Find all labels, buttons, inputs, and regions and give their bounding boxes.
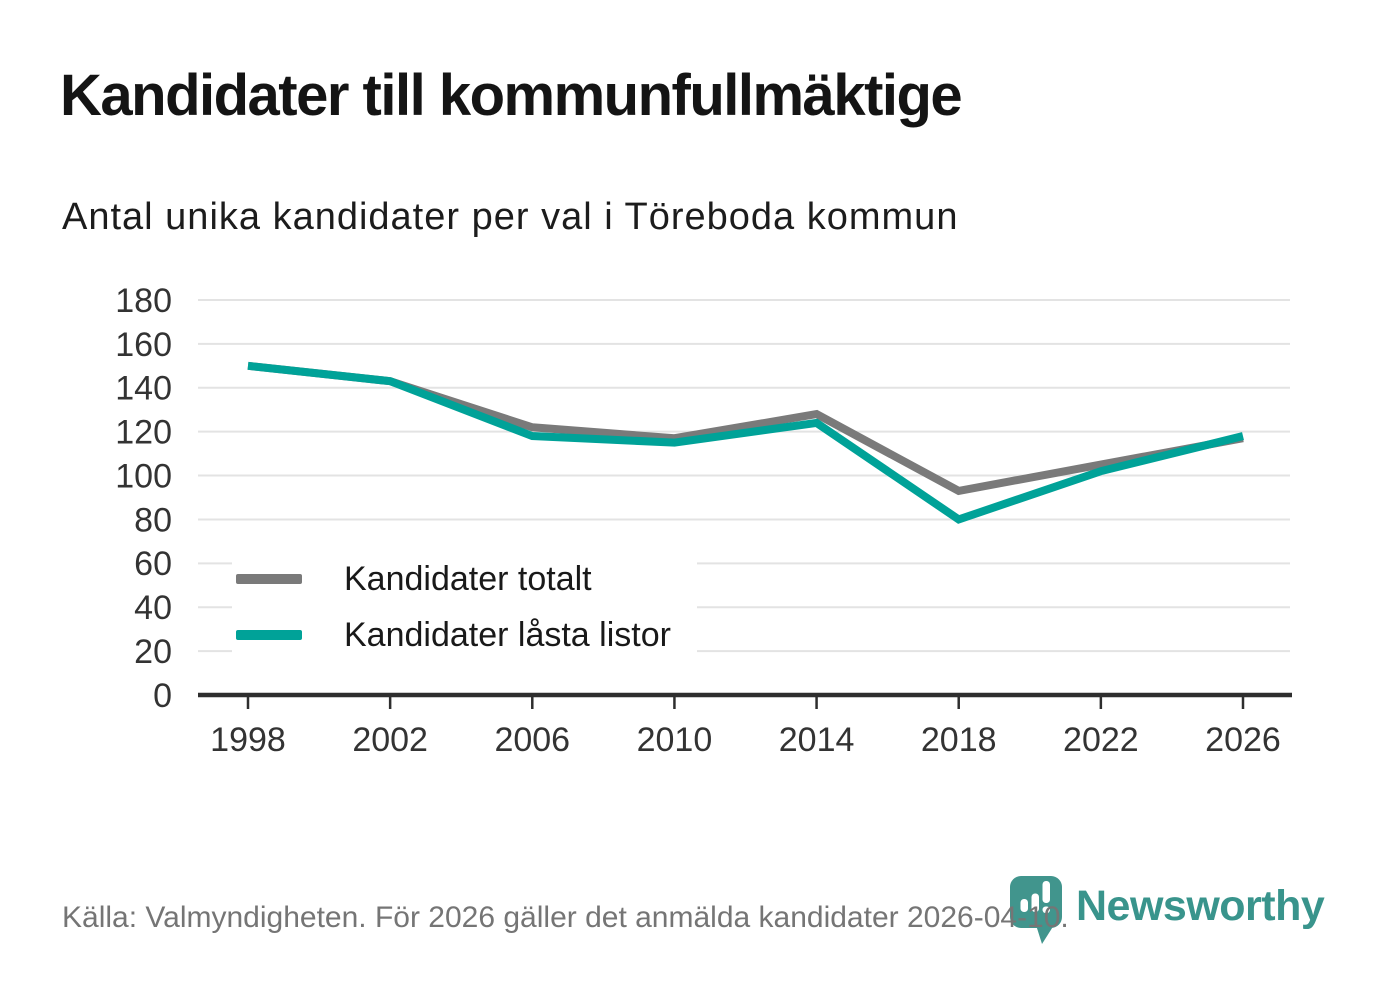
svg-text:120: 120 [115, 414, 172, 452]
newsworthy-logo-icon [1010, 876, 1062, 944]
svg-text:100: 100 [115, 457, 172, 495]
svg-text:20: 20 [134, 633, 172, 671]
legend-label-lasta-listor: Kandidater låsta listor [344, 615, 671, 654]
svg-text:2022: 2022 [1063, 721, 1139, 759]
newsworthy-wordmark: Newsworthy [1076, 882, 1325, 930]
newsworthy-logo: Newsworthy [1008, 874, 1325, 948]
series-line-1 [247, 361, 1244, 524]
svg-text:2002: 2002 [352, 721, 428, 759]
svg-text:140: 140 [115, 370, 172, 408]
page-title: Kandidater till kommunfullmäktige [60, 63, 963, 128]
svg-text:60: 60 [134, 545, 172, 583]
legend-swatch-totalt [236, 574, 302, 584]
y-axis-labels: 0 20 40 60 80 100 120 140 160 180 [115, 282, 172, 715]
svg-text:2026: 2026 [1205, 721, 1281, 759]
svg-text:160: 160 [115, 326, 172, 364]
legend-item-lasta-listor: Kandidater låsta listor [236, 609, 671, 661]
y-gridlines [198, 299, 1290, 653]
svg-text:180: 180 [115, 282, 172, 320]
legend-item-totalt: Kandidater totalt [236, 553, 671, 605]
series-lines [247, 361, 1244, 524]
legend-swatch-lasta-listor [236, 630, 302, 640]
svg-text:40: 40 [134, 589, 172, 627]
svg-text:0: 0 [153, 677, 172, 715]
chart-legend: Kandidater totalt Kandidater låsta listo… [232, 545, 697, 671]
svg-text:2010: 2010 [637, 721, 713, 759]
chart-subtitle: Antal unika kandidater per val i Törebod… [62, 196, 959, 238]
svg-text:2014: 2014 [779, 721, 855, 759]
svg-text:80: 80 [134, 501, 172, 539]
svg-text:1998: 1998 [210, 721, 286, 759]
svg-text:2006: 2006 [494, 721, 570, 759]
source-note: Källa: Valmyndigheten. För 2026 gäller d… [62, 901, 1069, 934]
x-axis-labels: 1998 2002 2006 2010 2014 2018 2022 2026 [210, 721, 1281, 759]
svg-text:2018: 2018 [921, 721, 997, 759]
x-axis-ticks [246, 697, 1245, 709]
legend-label-totalt: Kandidater totalt [344, 559, 592, 598]
